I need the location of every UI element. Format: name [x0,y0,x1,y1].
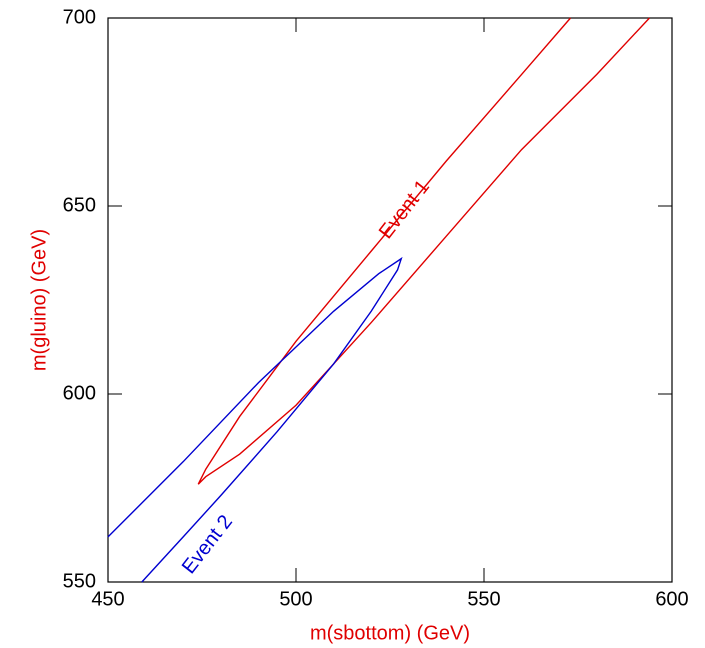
x-tick-label: 600 [655,588,688,610]
contour [107,256,403,583]
x-tick-label: 550 [467,588,500,610]
curve-label: Event 1 [375,176,434,243]
x-tick-label: 450 [91,588,124,610]
y-tick-label: 550 [63,570,96,592]
curve-label: Event 2 [178,511,237,578]
y-axis-label: m(gluino) (GeV) [28,229,50,371]
y-tick-label: 700 [63,6,96,28]
x-axis-label: m(sbottom) (GeV) [310,622,470,644]
y-tick-label: 650 [63,194,96,216]
y-tick-label: 600 [63,382,96,404]
plot-frame [107,17,673,583]
contour [197,17,650,485]
x-tick-label: 500 [279,588,312,610]
